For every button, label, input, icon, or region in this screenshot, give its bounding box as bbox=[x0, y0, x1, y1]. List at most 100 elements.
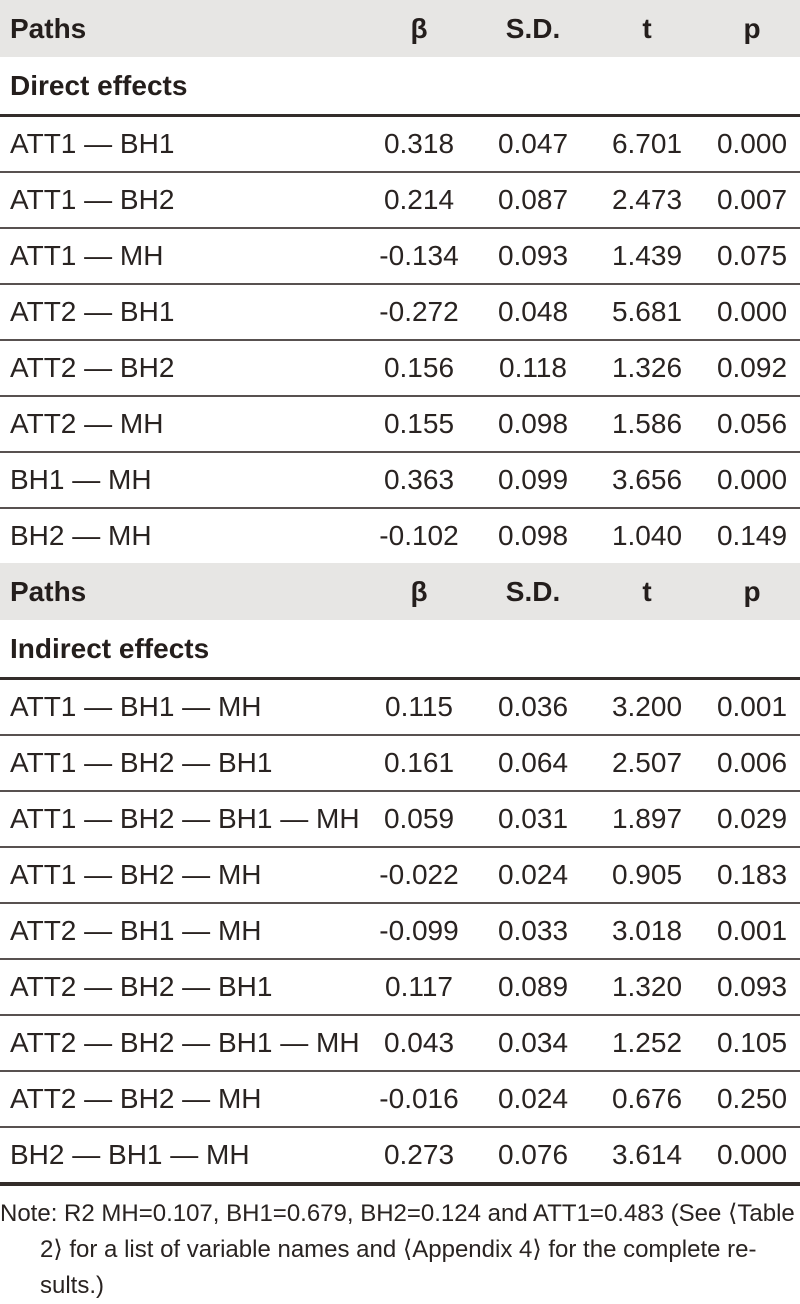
beta-cell: -0.272 bbox=[362, 284, 476, 341]
beta-cell: 0.043 bbox=[362, 1015, 476, 1072]
table-row: ATT1 — BH1 0.318 0.047 6.701 0.000 bbox=[0, 115, 800, 173]
t-cell: 0.905 bbox=[590, 847, 704, 904]
sd-cell: 0.087 bbox=[476, 172, 590, 229]
path-cell: ATT2 — BH2 bbox=[0, 340, 362, 397]
sd-cell: 0.098 bbox=[497, 520, 569, 551]
beta-cell: 0.059 bbox=[362, 791, 476, 848]
table-note: Note: R2 MH=0.107, BH1=0.679, BH2=0.124 … bbox=[0, 1196, 800, 1304]
sd-cell: 0.047 bbox=[476, 115, 590, 173]
p-cell: 0.105 bbox=[704, 1015, 800, 1072]
sd-cell: 0.118 bbox=[476, 340, 590, 397]
table-row: ATT1 — BH2 — BH1 0.161 0.064 2.507 0.006 bbox=[0, 735, 800, 792]
beta-cell: 0.273 bbox=[362, 1127, 476, 1186]
sd-cell: 0.033 bbox=[476, 903, 590, 960]
section-title: Indirect effects bbox=[0, 620, 800, 680]
path-cell: BH1 — MH bbox=[0, 452, 362, 509]
table-row: ATT2 — BH1 -0.272 0.048 5.681 0.000 bbox=[0, 284, 800, 341]
t-cell: 3.656 bbox=[590, 452, 704, 509]
t-cell: 1.040 bbox=[611, 520, 683, 551]
t-cell: 5.681 bbox=[590, 284, 704, 341]
path-cell: ATT2 — BH2 — BH1 bbox=[0, 959, 362, 1016]
p-cell: 0.007 bbox=[704, 172, 800, 229]
column-header-p: p bbox=[704, 563, 800, 620]
beta-cell: 0.318 bbox=[362, 115, 476, 173]
p-cell: 0.006 bbox=[704, 735, 800, 792]
table-row: BH2 — MH -0.102 0.098 1.040 0.149 bbox=[0, 508, 800, 563]
table-header-row: Paths β S.D. t p bbox=[0, 563, 800, 620]
table-row: ATT2 — BH2 — BH1 0.117 0.089 1.320 0.093 bbox=[0, 959, 800, 1016]
column-header-beta: β bbox=[362, 563, 476, 620]
path-cell: ATT2 — BH2 — BH1 — MH bbox=[0, 1015, 362, 1072]
p-cell: 0.001 bbox=[704, 903, 800, 960]
beta-cell: 0.156 bbox=[362, 340, 476, 397]
path-cell: ATT2 — BH1 bbox=[0, 284, 362, 341]
table-row: ATT2 — BH1 — MH -0.099 0.033 3.018 0.001 bbox=[0, 903, 800, 960]
p-cell: 0.000 bbox=[704, 1127, 800, 1186]
p-cell: 0.001 bbox=[704, 678, 800, 736]
p-cell: 0.000 bbox=[704, 115, 800, 173]
section-title-row: Direct effects bbox=[0, 57, 800, 117]
p-cell: 0.075 bbox=[704, 228, 800, 285]
path-cell: ATT1 — BH2 — MH bbox=[0, 847, 362, 904]
table-row: ATT2 — BH2 — BH1 — MH 0.043 0.034 1.252 … bbox=[0, 1015, 800, 1072]
t-cell: 1.439 bbox=[590, 228, 704, 285]
table-row: BH1 — MH 0.363 0.099 3.656 0.000 bbox=[0, 452, 800, 509]
beta-cell: -0.134 bbox=[362, 228, 476, 285]
section-title: Direct effects bbox=[0, 57, 800, 117]
path-cell: ATT1 — BH1 — MH bbox=[0, 678, 362, 736]
beta-cell: -0.016 bbox=[362, 1071, 476, 1128]
t-cell: 1.897 bbox=[590, 791, 704, 848]
t-cell: 1.586 bbox=[590, 396, 704, 453]
t-cell: 3.200 bbox=[590, 678, 704, 736]
path-cell: ATT2 — BH2 — MH bbox=[0, 1071, 362, 1128]
section-title-row: Indirect effects bbox=[0, 620, 800, 680]
p-cell: 0.000 bbox=[704, 284, 800, 341]
beta-cell: 0.117 bbox=[362, 959, 476, 1016]
p-cell: 0.029 bbox=[704, 791, 800, 848]
note-line: 2⟩ for a list of variable names and ⟨App… bbox=[40, 1236, 757, 1263]
t-cell: 3.018 bbox=[590, 903, 704, 960]
p-cell: 0.183 bbox=[704, 847, 800, 904]
beta-cell: 0.214 bbox=[362, 172, 476, 229]
table-row: ATT1 — BH1 — MH 0.115 0.036 3.200 0.001 bbox=[0, 678, 800, 736]
column-header-t: t bbox=[590, 0, 704, 57]
p-cell: 0.149 bbox=[716, 520, 788, 551]
t-cell: 2.473 bbox=[590, 172, 704, 229]
table-row: ATT2 — MH 0.155 0.098 1.586 0.056 bbox=[0, 396, 800, 453]
beta-cell: -0.102 bbox=[379, 520, 459, 551]
p-cell: 0.000 bbox=[704, 452, 800, 509]
sd-cell: 0.048 bbox=[476, 284, 590, 341]
path-analysis-table: Paths β S.D. t p Direct effects ATT1 — B… bbox=[0, 0, 800, 1186]
table-row: ATT1 — BH2 — BH1 — MH 0.059 0.031 1.897 … bbox=[0, 791, 800, 848]
table-row: ATT1 — BH2 0.214 0.087 2.473 0.007 bbox=[0, 172, 800, 229]
table-row: ATT1 — MH -0.134 0.093 1.439 0.075 bbox=[0, 228, 800, 285]
table-row: ATT1 — BH2 — MH -0.022 0.024 0.905 0.183 bbox=[0, 847, 800, 904]
table-row: BH2 — BH1 — MH 0.273 0.076 3.614 0.000 bbox=[0, 1127, 800, 1186]
path-cell: ATT1 — BH2 — BH1 bbox=[0, 735, 362, 792]
p-cell: 0.092 bbox=[704, 340, 800, 397]
column-header-beta: β bbox=[362, 0, 476, 57]
note-line: sults.) bbox=[40, 1272, 105, 1299]
beta-cell: -0.022 bbox=[362, 847, 476, 904]
sd-cell: 0.064 bbox=[476, 735, 590, 792]
path-cell: ATT1 — BH1 bbox=[0, 115, 362, 173]
column-header-paths: Paths bbox=[0, 563, 362, 620]
table-header-row: Paths β S.D. t p bbox=[0, 0, 800, 57]
t-cell: 1.320 bbox=[590, 959, 704, 1016]
t-cell: 2.507 bbox=[590, 735, 704, 792]
beta-cell: 0.363 bbox=[362, 452, 476, 509]
t-cell: 1.326 bbox=[590, 340, 704, 397]
path-cell: ATT2 — MH bbox=[0, 396, 362, 453]
p-cell: 0.056 bbox=[704, 396, 800, 453]
path-cell: ATT2 — BH1 — MH bbox=[0, 903, 362, 960]
column-header-p: p bbox=[704, 0, 800, 57]
t-cell: 0.676 bbox=[590, 1071, 704, 1128]
sd-cell: 0.031 bbox=[476, 791, 590, 848]
table-row: ATT2 — BH2 0.156 0.118 1.326 0.092 bbox=[0, 340, 800, 397]
t-cell: 6.701 bbox=[590, 115, 704, 173]
path-cell: BH2 — BH1 — MH bbox=[0, 1127, 362, 1186]
path-cell: ATT1 — MH bbox=[0, 228, 362, 285]
table-row: ATT2 — BH2 — MH -0.016 0.024 0.676 0.250 bbox=[0, 1071, 800, 1128]
sd-cell: 0.034 bbox=[476, 1015, 590, 1072]
sd-cell: 0.036 bbox=[476, 678, 590, 736]
